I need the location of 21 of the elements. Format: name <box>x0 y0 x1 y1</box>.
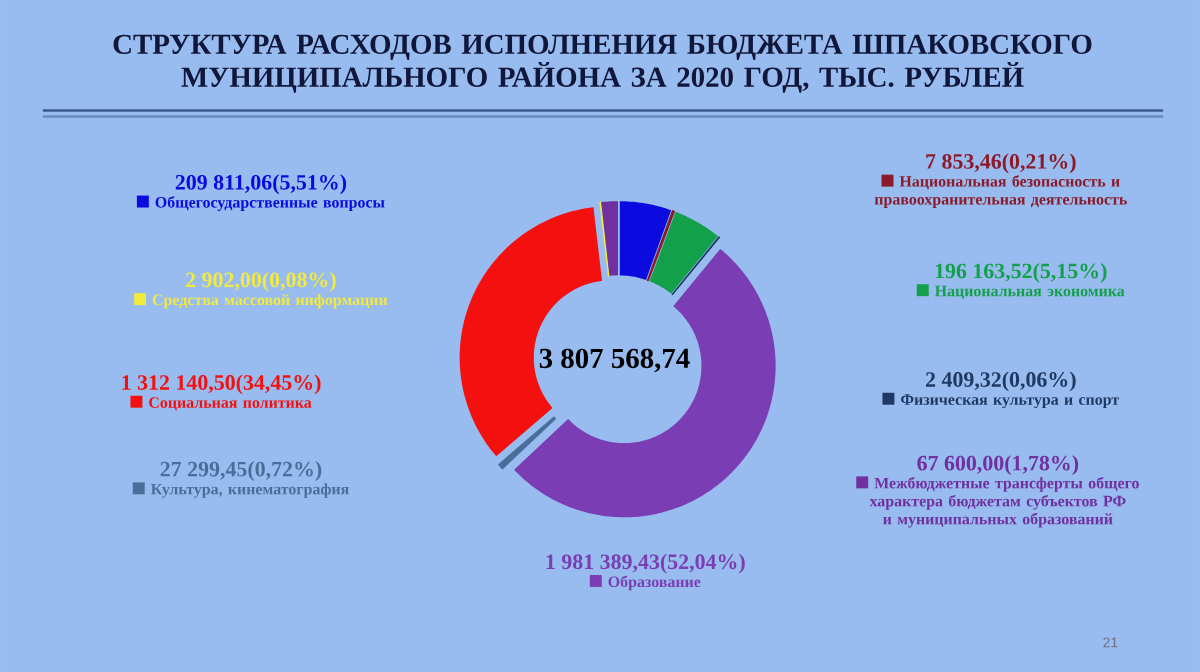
legend-label: Образование <box>608 575 701 591</box>
legend-label: Культура, кинематография <box>150 483 349 498</box>
data-label: 27 299,45(0,72%) <box>160 461 322 481</box>
legend-label: Социальная политика <box>149 397 312 411</box>
text: 3 807 568,74 <box>539 348 690 373</box>
chart-title: СТРУКТУРА РАСХОДОВ ИСПОЛНЕНИЯ БЮДЖЕТА ШПАКОВСКОГО МУНИЦИПАЛЬНОГО РАЙОНА ЗА 2020 ГОД, ТЫС. РУБЛЕЙ <box>113 34 1092 93</box>
data-label: 67 600,00(1,78%) <box>917 455 1079 475</box>
data-label: 1 312 140,50(34,45%) <box>122 374 321 395</box>
text: 21 <box>1103 637 1118 648</box>
legend-label: Межбюджетные трансферты общего характера бюджетам субъектов РФ и муниципальных образований <box>869 476 1139 528</box>
legend-label: Национальная безопасность и правоохранительная деятельность <box>874 175 1127 208</box>
legend-label: Средства массовой информации <box>152 293 388 309</box>
legend-label: Физическая культура и спорт <box>901 394 1119 409</box>
data-label: 1 981 389,43(52,04%) <box>546 553 745 574</box>
data-label: 209 811,06(5,51%) <box>175 174 347 195</box>
legend-label: Общегосударственные вопросы <box>155 196 385 211</box>
data-label: 196 163,52(5,15%) <box>935 262 1107 283</box>
data-label: 7 853,46(0,21%) <box>926 153 1076 174</box>
legend-label: Национальная экономика <box>934 285 1125 299</box>
data-label: 2 902,00(0,08%) <box>186 271 336 292</box>
data-label: 2 409,32(0,06%) <box>925 371 1076 392</box>
